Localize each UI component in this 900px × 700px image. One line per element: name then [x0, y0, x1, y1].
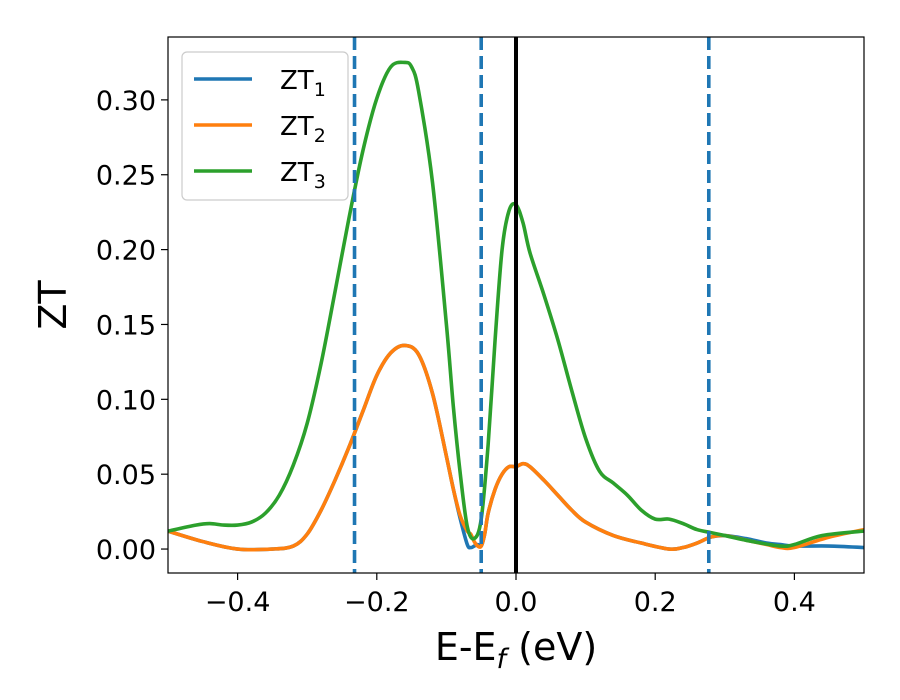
legend-box — [181, 51, 349, 201]
y-axis-label: ZT — [31, 280, 75, 330]
axes: −0.4 −0.2 0.0 0.2 0.4 0.00 0.05 0.10 0.15 0.20 0.2… — [31, 36, 865, 675]
x-tick-label: −0.4 — [205, 587, 271, 618]
y-tick-label: 0.05 — [96, 460, 156, 491]
legend: ZT1 ZT2 ZT3 — [181, 51, 349, 201]
x-axis-label: E-Ef (eV) — [435, 625, 597, 675]
plot-area — [168, 37, 864, 573]
legend-label-2: ZT2 — [280, 112, 326, 147]
x-tick-label: 0.4 — [773, 587, 816, 618]
y-tick-label: 0.20 — [96, 236, 156, 267]
x-tick-label: −0.2 — [344, 587, 410, 618]
y-tick-label: 0.15 — [96, 310, 156, 341]
y-tick-label: 0.10 — [96, 385, 156, 416]
legend-label-3: ZT3 — [280, 158, 326, 193]
y-tick-label: 0.30 — [96, 86, 156, 117]
x-tick-label: 0.0 — [495, 587, 538, 618]
y-tick-label: 0.25 — [96, 161, 156, 192]
series-line-2 — [168, 343, 864, 552]
legend-label-1: ZT1 — [280, 66, 326, 101]
x-tick-label: 0.2 — [634, 587, 677, 618]
y-tick-label: 0.00 — [96, 535, 156, 566]
